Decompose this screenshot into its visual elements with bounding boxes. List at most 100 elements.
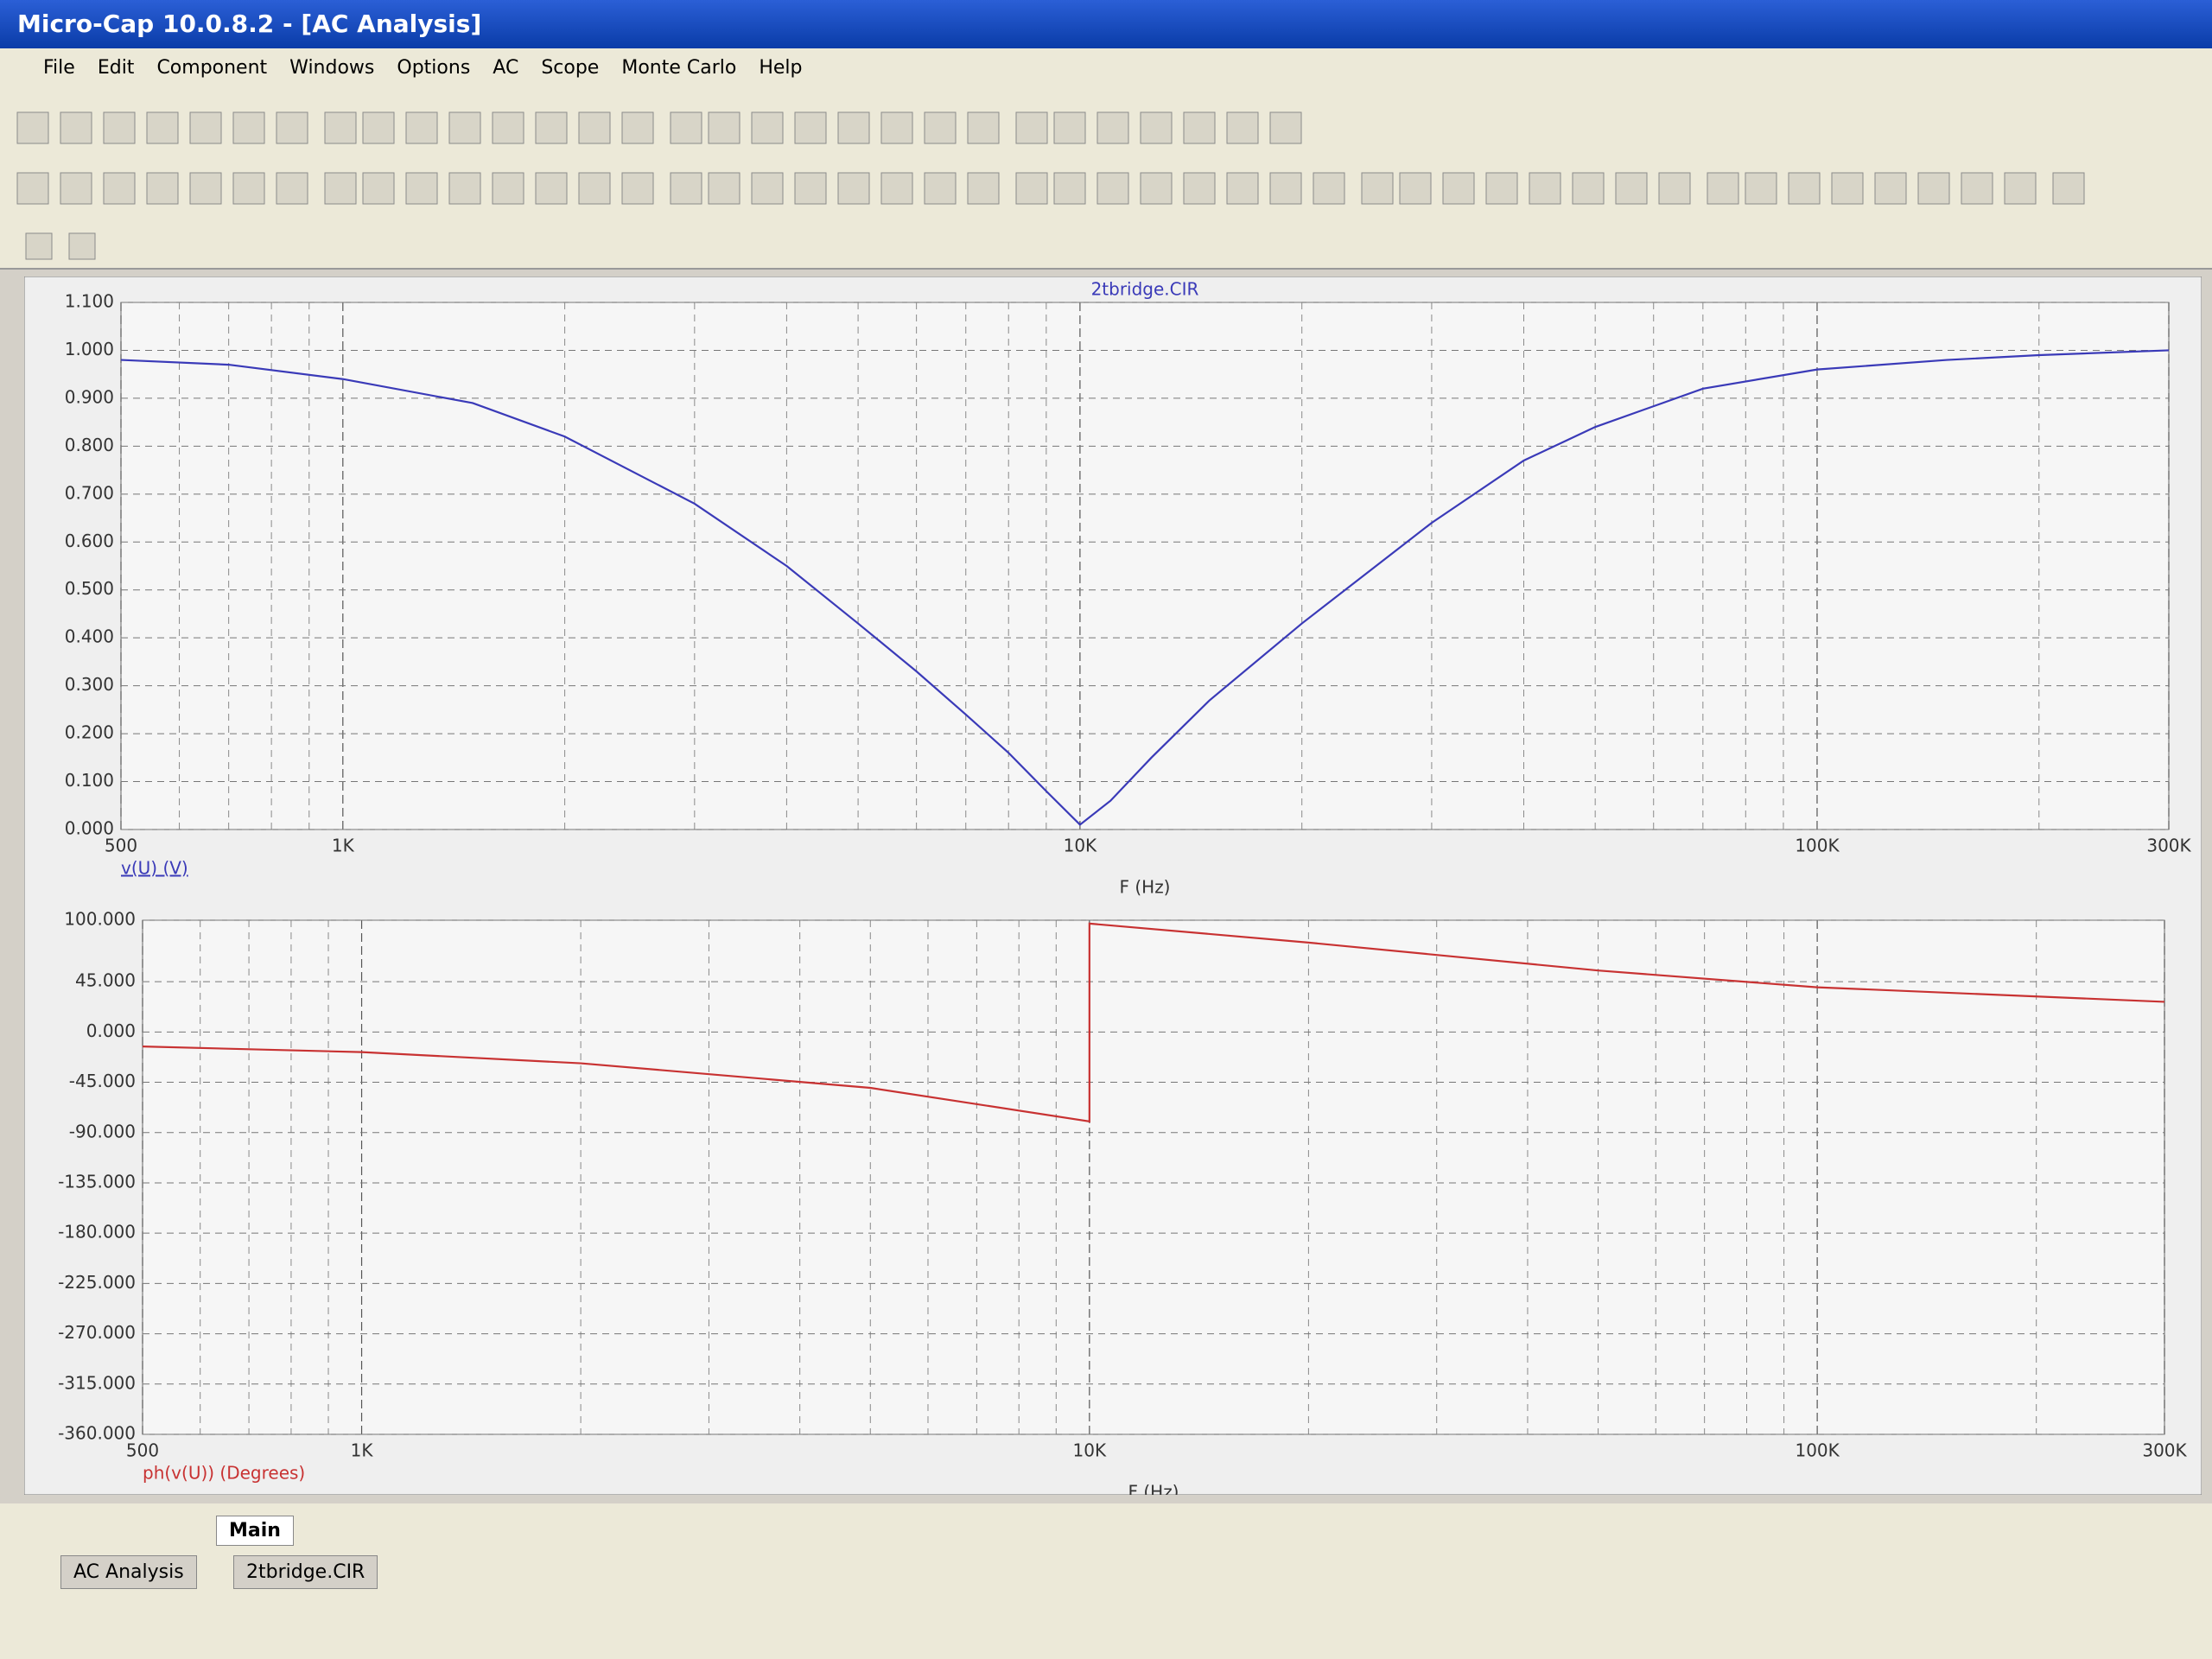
- toolbar-button[interactable]: [708, 111, 741, 144]
- toolbar-button[interactable]: [535, 111, 568, 144]
- menu-item[interactable]: AC: [493, 56, 519, 79]
- toolbar-button[interactable]: [189, 172, 222, 205]
- toolbar-button[interactable]: [1183, 111, 1216, 144]
- toolbar-button[interactable]: [535, 172, 568, 205]
- toolbar-button[interactable]: [967, 172, 1000, 205]
- toolbar-button[interactable]: [1313, 172, 1345, 205]
- toolbar-button[interactable]: [670, 111, 702, 144]
- toolbar-button[interactable]: [708, 172, 741, 205]
- menu-item[interactable]: Options: [397, 56, 471, 79]
- toolbar-button[interactable]: [2052, 172, 2085, 205]
- toolbar-button[interactable]: [924, 111, 957, 144]
- toolbar-button[interactable]: [405, 111, 438, 144]
- toolbar-button[interactable]: [1917, 172, 1950, 205]
- toolbar-button[interactable]: [2004, 172, 2037, 205]
- toolbar-button[interactable]: [1874, 172, 1907, 205]
- toolbar-button[interactable]: [1658, 172, 1691, 205]
- window-tab[interactable]: AC Analysis: [60, 1555, 197, 1589]
- toolbar-button[interactable]: [1096, 172, 1129, 205]
- menu-item[interactable]: Monte Carlo: [621, 56, 737, 79]
- toolbar-button[interactable]: [146, 111, 179, 144]
- toolbar-button[interactable]: [103, 172, 136, 205]
- toolbar-button[interactable]: [60, 172, 92, 205]
- toolbar-button[interactable]: [1529, 172, 1561, 205]
- toolbar-button[interactable]: [492, 172, 524, 205]
- toolbar-button[interactable]: [1745, 172, 1777, 205]
- toolbar-button[interactable]: [448, 172, 481, 205]
- toolbar-button[interactable]: [751, 111, 784, 144]
- toolbar-button[interactable]: [25, 232, 53, 260]
- toolbar-button[interactable]: [1961, 172, 1993, 205]
- y-tick-label: 0.000: [65, 818, 114, 839]
- toolbar-button[interactable]: [324, 172, 357, 205]
- toolbar-button[interactable]: [232, 111, 265, 144]
- toolbar-button[interactable]: [837, 172, 870, 205]
- toolbar-button[interactable]: [924, 172, 957, 205]
- toolbar-button[interactable]: [1788, 172, 1821, 205]
- x-tick-label: 1K: [351, 1440, 374, 1461]
- toolbar-button[interactable]: [1361, 172, 1394, 205]
- toolbar-button[interactable]: [60, 111, 92, 144]
- toolbar-button[interactable]: [1707, 172, 1739, 205]
- toolbar-button[interactable]: [1485, 172, 1518, 205]
- toolbar-button[interactable]: [16, 172, 49, 205]
- toolbar-button[interactable]: [1140, 111, 1173, 144]
- y-tick-label: -360.000: [58, 1423, 136, 1444]
- x-tick-label: 10K: [1073, 1440, 1107, 1461]
- toolbar-button[interactable]: [1096, 111, 1129, 144]
- toolbar-button[interactable]: [578, 172, 611, 205]
- toolbar-button[interactable]: [794, 172, 827, 205]
- toolbar-button[interactable]: [448, 111, 481, 144]
- toolbar-button[interactable]: [1053, 111, 1086, 144]
- toolbar-button[interactable]: [670, 172, 702, 205]
- toolbar-button[interactable]: [967, 111, 1000, 144]
- toolbar-button[interactable]: [1015, 111, 1048, 144]
- toolbar-button[interactable]: [189, 111, 222, 144]
- menu-item[interactable]: Help: [759, 56, 803, 79]
- toolbar-button[interactable]: [1183, 172, 1216, 205]
- toolbar-button[interactable]: [1442, 172, 1475, 205]
- toolbar-button[interactable]: [578, 111, 611, 144]
- y-tick-label: 0.200: [65, 722, 114, 743]
- toolbar-button[interactable]: [880, 172, 913, 205]
- menu-item[interactable]: Component: [156, 56, 268, 79]
- toolbar-button[interactable]: [405, 172, 438, 205]
- toolbar-button[interactable]: [1140, 172, 1173, 205]
- toolbar-button[interactable]: [1269, 111, 1302, 144]
- toolbar-button[interactable]: [492, 111, 524, 144]
- menu-item[interactable]: Windows: [289, 56, 375, 79]
- menu-item[interactable]: Scope: [541, 56, 600, 79]
- menu-item[interactable]: Edit: [97, 56, 135, 79]
- toolbar-button[interactable]: [1572, 172, 1605, 205]
- toolbar-button[interactable]: [16, 111, 49, 144]
- page-tab[interactable]: Main: [216, 1516, 294, 1546]
- toolbar-button[interactable]: [232, 172, 265, 205]
- x-tick-label: 1K: [332, 836, 355, 856]
- toolbar-button[interactable]: [837, 111, 870, 144]
- toolbar-button[interactable]: [751, 172, 784, 205]
- toolbar-button[interactable]: [1053, 172, 1086, 205]
- toolbar-button[interactable]: [1831, 172, 1864, 205]
- toolbar-button[interactable]: [1015, 172, 1048, 205]
- toolbar-button[interactable]: [103, 111, 136, 144]
- toolbar-button[interactable]: [276, 172, 308, 205]
- toolbar-button[interactable]: [68, 232, 96, 260]
- toolbar-button[interactable]: [324, 111, 357, 144]
- toolbar-button[interactable]: [276, 111, 308, 144]
- toolbar-button[interactable]: [1399, 172, 1432, 205]
- toolbar-button[interactable]: [621, 172, 654, 205]
- toolbar-button[interactable]: [794, 111, 827, 144]
- toolbar-button[interactable]: [362, 111, 395, 144]
- toolbar-button[interactable]: [1269, 172, 1302, 205]
- toolbar-button[interactable]: [1615, 172, 1648, 205]
- toolbar-button[interactable]: [880, 111, 913, 144]
- toolbar-button[interactable]: [621, 111, 654, 144]
- y-tick-label: -315.000: [58, 1372, 136, 1393]
- menu-item[interactable]: File: [43, 56, 75, 79]
- plot-area: 2tbridge.CIR 500 1K 10K 100K 300K 0.000 0.100 0.…: [24, 276, 2202, 1495]
- toolbar-button[interactable]: [1226, 111, 1259, 144]
- window-tab[interactable]: 2tbridge.CIR: [233, 1555, 378, 1589]
- toolbar-button[interactable]: [1226, 172, 1259, 205]
- toolbar-button[interactable]: [362, 172, 395, 205]
- toolbar-button[interactable]: [146, 172, 179, 205]
